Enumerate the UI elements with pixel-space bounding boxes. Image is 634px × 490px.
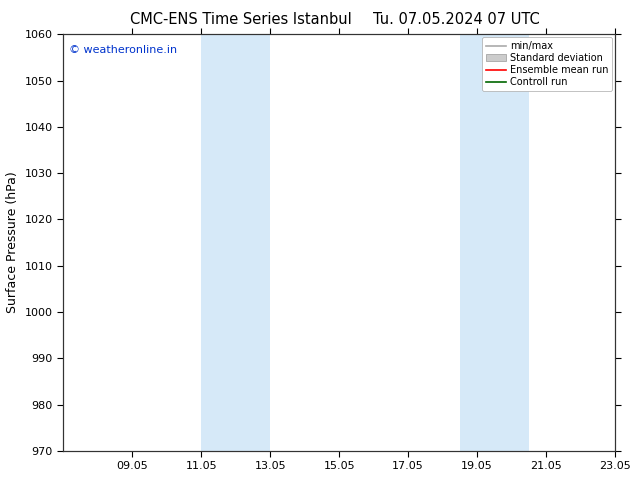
- Bar: [202, 34, 270, 451]
- Legend: min/max, Standard deviation, Ensemble mean run, Controll run: min/max, Standard deviation, Ensemble me…: [482, 37, 612, 91]
- Text: Tu. 07.05.2024 07 UTC: Tu. 07.05.2024 07 UTC: [373, 12, 540, 27]
- Text: CMC-ENS Time Series Istanbul: CMC-ENS Time Series Istanbul: [130, 12, 352, 27]
- Text: © weatheronline.in: © weatheronline.in: [69, 45, 177, 55]
- Bar: [460, 34, 529, 451]
- Y-axis label: Surface Pressure (hPa): Surface Pressure (hPa): [6, 172, 19, 314]
